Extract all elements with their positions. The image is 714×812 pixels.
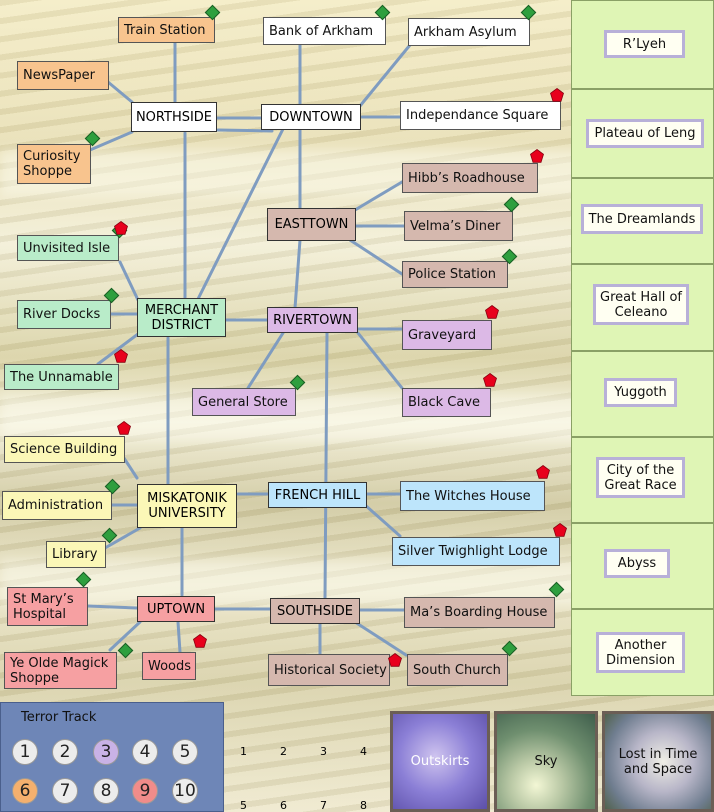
- area-sky[interactable]: Sky: [494, 711, 598, 812]
- location-south-church[interactable]: South Church: [407, 654, 508, 686]
- other-world-cell[interactable]: [571, 351, 714, 437]
- street-southside[interactable]: SOUTHSIDE: [270, 598, 360, 624]
- street-merchant-district[interactable]: MERCHANT DISTRICT: [137, 298, 226, 337]
- terror-track-slot[interactable]: 6: [12, 778, 38, 804]
- terror-track-panel: Terror Track 1 2 3 4 5 6 7 8 9 10: [0, 702, 224, 812]
- unstable-marker-icon: [536, 465, 550, 479]
- other-world-city-of-the-great-race[interactable]: City of the Great Race: [596, 457, 685, 498]
- location-science-building[interactable]: Science Building: [4, 436, 125, 463]
- slot-number: 7: [320, 799, 327, 812]
- terror-track-slot[interactable]: 10: [172, 778, 198, 804]
- slot-number: 4: [360, 745, 367, 758]
- location-bank-of-arkham[interactable]: Bank of Arkham: [263, 17, 386, 45]
- location-river-docks[interactable]: River Docks: [17, 300, 111, 329]
- terror-track-slot[interactable]: 3: [93, 739, 119, 765]
- unstable-marker-icon: [114, 349, 128, 363]
- location-ye-olde-magick-shoppe[interactable]: Ye Olde Magick Shoppe: [4, 652, 117, 689]
- location-administration[interactable]: Administration: [2, 491, 112, 520]
- location-the-unnamable[interactable]: The Unnamable: [4, 364, 119, 390]
- other-world-another-dimension[interactable]: Another Dimension: [596, 632, 685, 673]
- location-library[interactable]: Library: [46, 541, 106, 568]
- location-independance-square[interactable]: Independance Square: [400, 101, 561, 130]
- terror-track-slot[interactable]: 1: [12, 739, 38, 765]
- unstable-marker-icon: [117, 421, 131, 435]
- terror-track-slot[interactable]: 4: [132, 739, 158, 765]
- location-unvisited-isle[interactable]: Unvisited Isle: [17, 235, 119, 261]
- other-world-plateau-of-leng[interactable]: Plateau of Leng: [586, 119, 704, 148]
- location-police-station[interactable]: Police Station: [402, 261, 508, 288]
- street-uptown[interactable]: UPTOWN: [137, 596, 215, 622]
- location-hibbs-roadhouse[interactable]: Hibb’s Roadhouse: [402, 163, 538, 193]
- location-woods[interactable]: Woods: [142, 652, 196, 680]
- unstable-marker-icon: [114, 221, 128, 235]
- terror-track-title: Terror Track: [21, 710, 97, 725]
- slot-number: 8: [360, 799, 367, 812]
- unstable-marker-icon: [553, 523, 567, 537]
- location-silver-twighlight-lodge[interactable]: Silver Twighlight Lodge: [392, 537, 560, 566]
- other-world-great-hall-of-celeano[interactable]: Great Hall of Celeano: [593, 284, 689, 325]
- location-graveyard[interactable]: Graveyard: [402, 320, 492, 350]
- street-easttown[interactable]: EASTTOWN: [267, 208, 356, 241]
- other-worlds-panel: R’Lyeh Plateau of Leng The Dreamlands Gr…: [571, 0, 714, 696]
- unstable-marker-icon: [485, 305, 499, 319]
- location-st-marys-hospital[interactable]: St Mary’s Hospital: [7, 587, 88, 626]
- area-lost-in-time-and-space-label: Lost in Time and Space: [618, 746, 698, 777]
- location-curiosity-shoppe[interactable]: Curiosity Shoppe: [17, 144, 91, 184]
- location-velmas-diner[interactable]: Velma’s Diner: [404, 211, 513, 241]
- area-sky-label: Sky: [534, 754, 558, 769]
- other-world-rlyeh[interactable]: R’Lyeh: [604, 30, 685, 58]
- street-northside[interactable]: NORTHSIDE: [131, 102, 217, 132]
- street-downtown[interactable]: DOWNTOWN: [261, 104, 361, 130]
- location-black-cave[interactable]: Black Cave: [402, 388, 491, 417]
- unstable-marker-icon: [388, 653, 402, 667]
- location-the-witches-house[interactable]: The Witches House: [400, 481, 545, 511]
- terror-track-slot[interactable]: 8: [93, 778, 119, 804]
- terror-track-slot[interactable]: 2: [52, 739, 78, 765]
- slot-number: 6: [280, 799, 287, 812]
- street-miskatonik-university[interactable]: MISKATONIK UNIVERSITY: [137, 484, 237, 528]
- other-world-yuggoth[interactable]: Yuggoth: [604, 378, 677, 407]
- location-train-station[interactable]: Train Station: [118, 17, 215, 43]
- unstable-marker-icon: [530, 149, 544, 163]
- unstable-marker-icon: [483, 373, 497, 387]
- terror-track-slot[interactable]: 5: [172, 739, 198, 765]
- location-newspaper[interactable]: NewsPaper: [17, 61, 109, 90]
- slot-number: 2: [280, 745, 287, 758]
- terror-track-slot[interactable]: 9: [132, 778, 158, 804]
- terror-track-slot[interactable]: 7: [52, 778, 78, 804]
- other-world-abyss[interactable]: Abyss: [604, 549, 670, 578]
- street-french-hill[interactable]: FRENCH HILL: [268, 482, 367, 508]
- location-mas-boarding-house[interactable]: Ma’s Boarding House: [404, 597, 555, 628]
- area-lost-in-time-and-space[interactable]: Lost in Time and Space: [602, 711, 714, 812]
- location-historical-society[interactable]: Historical Society: [268, 654, 390, 686]
- unstable-marker-icon: [550, 88, 564, 102]
- slot-number: 3: [320, 745, 327, 758]
- area-outskirts-label: Outskirts: [410, 754, 470, 769]
- location-general-store[interactable]: General Store: [192, 388, 296, 416]
- other-world-the-dreamlands[interactable]: The Dreamlands: [581, 204, 703, 234]
- unstable-marker-icon: [193, 634, 207, 648]
- slot-number: 5: [240, 799, 247, 812]
- area-outskirts[interactable]: Outskirts: [390, 711, 490, 812]
- slot-number: 1: [240, 745, 247, 758]
- street-rivertown[interactable]: RIVERTOWN: [267, 307, 358, 333]
- location-arkham-asylum[interactable]: Arkham Asylum: [408, 18, 530, 46]
